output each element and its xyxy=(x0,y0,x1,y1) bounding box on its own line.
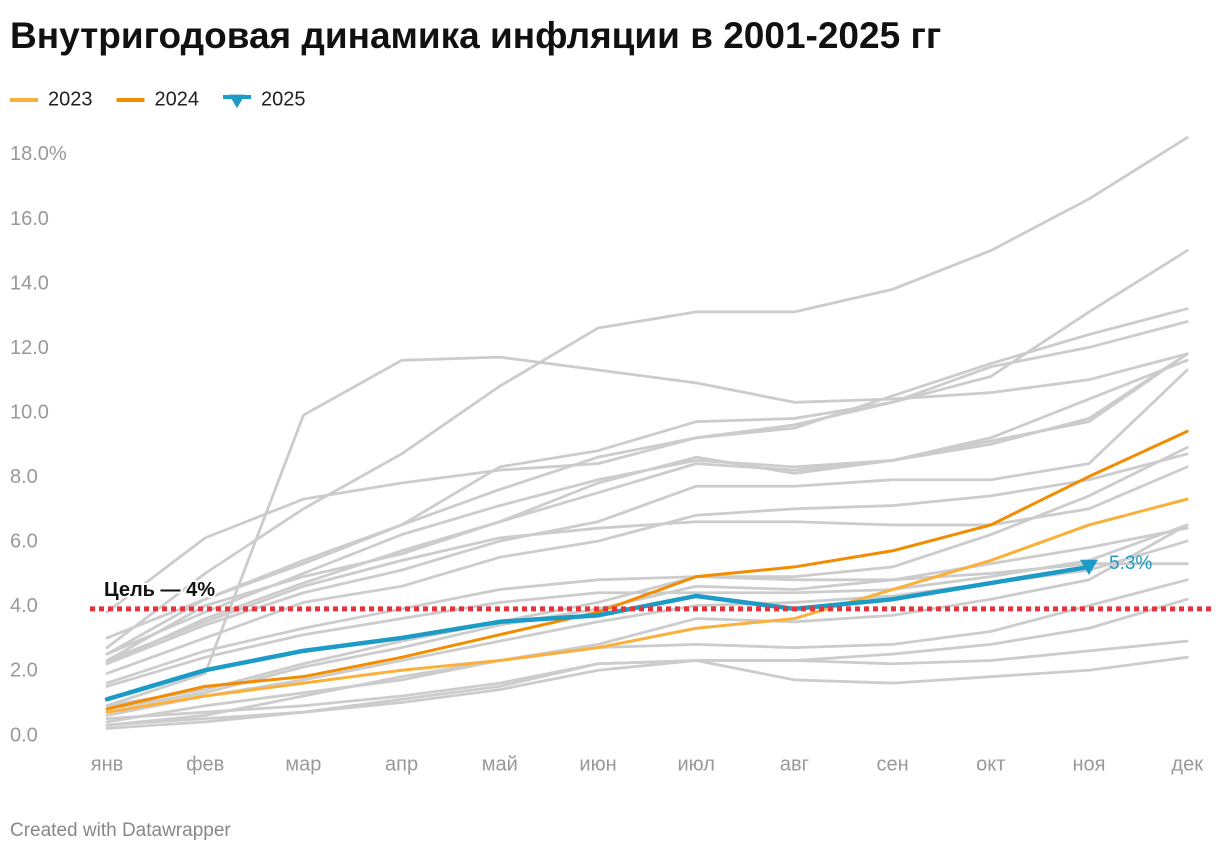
history-line xyxy=(105,526,1189,711)
history-line xyxy=(105,358,1189,656)
series-line xyxy=(105,497,1189,714)
x-tick-label: фев xyxy=(186,753,224,775)
end-marker xyxy=(1080,559,1098,576)
history-line xyxy=(105,523,1189,688)
x-tick-label: май xyxy=(482,753,518,775)
history-line xyxy=(105,368,1189,666)
history-line xyxy=(105,320,1189,614)
value-label: 5.3% xyxy=(1109,553,1152,574)
y-tick-label: 6.0 xyxy=(10,531,38,553)
history-line xyxy=(105,562,1189,685)
y-tick-label: 14.0 xyxy=(10,272,49,294)
target-label: Цель — 4% xyxy=(104,579,215,601)
history-line xyxy=(105,465,1189,662)
x-tick-label: дек xyxy=(1171,753,1203,775)
history-line xyxy=(105,352,1189,708)
history-line xyxy=(105,639,1189,727)
history-line xyxy=(105,352,1189,662)
footer: Created with Datawrapper xyxy=(10,820,231,841)
x-tick-label: авг xyxy=(780,753,809,775)
x-tick-label: окт xyxy=(976,753,1005,775)
history-line xyxy=(105,523,1189,727)
x-tick-label: июл xyxy=(677,753,714,775)
y-tick-label: 8.0 xyxy=(10,466,38,488)
history-line xyxy=(105,307,1189,656)
history-line xyxy=(105,452,1189,675)
legend-marker xyxy=(229,94,245,109)
y-tick-label: 10.0 xyxy=(10,401,49,423)
legend-label: 2023 xyxy=(48,88,93,110)
history-line xyxy=(105,446,1189,708)
y-tick-label: 16.0 xyxy=(10,208,49,230)
x-tick-label: янв xyxy=(91,753,124,775)
history-line xyxy=(105,249,1189,640)
legend-label: 2024 xyxy=(155,88,200,110)
series-line xyxy=(104,564,1092,702)
x-tick-label: июн xyxy=(579,753,616,775)
history-line xyxy=(105,136,1189,650)
history-line xyxy=(105,578,1189,724)
y-tick-label: 2.0 xyxy=(10,660,38,682)
x-tick-label: сен xyxy=(877,753,909,775)
legend-label: 2025 xyxy=(261,88,306,110)
x-tick-label: ноя xyxy=(1073,753,1106,775)
x-tick-label: мар xyxy=(285,753,321,775)
history-line xyxy=(105,655,1189,721)
series-line xyxy=(105,429,1189,711)
y-tick-label: 4.0 xyxy=(10,595,38,617)
chart-title: Внутригодовая динамика инфляции в 2001-2… xyxy=(10,15,941,56)
history-line xyxy=(105,539,1189,717)
y-tick-label: 0.0 xyxy=(10,724,38,746)
x-tick-label: апр xyxy=(385,753,418,775)
y-tick-label: 12.0 xyxy=(10,337,49,359)
y-tick-label: 18.0% xyxy=(10,143,67,165)
